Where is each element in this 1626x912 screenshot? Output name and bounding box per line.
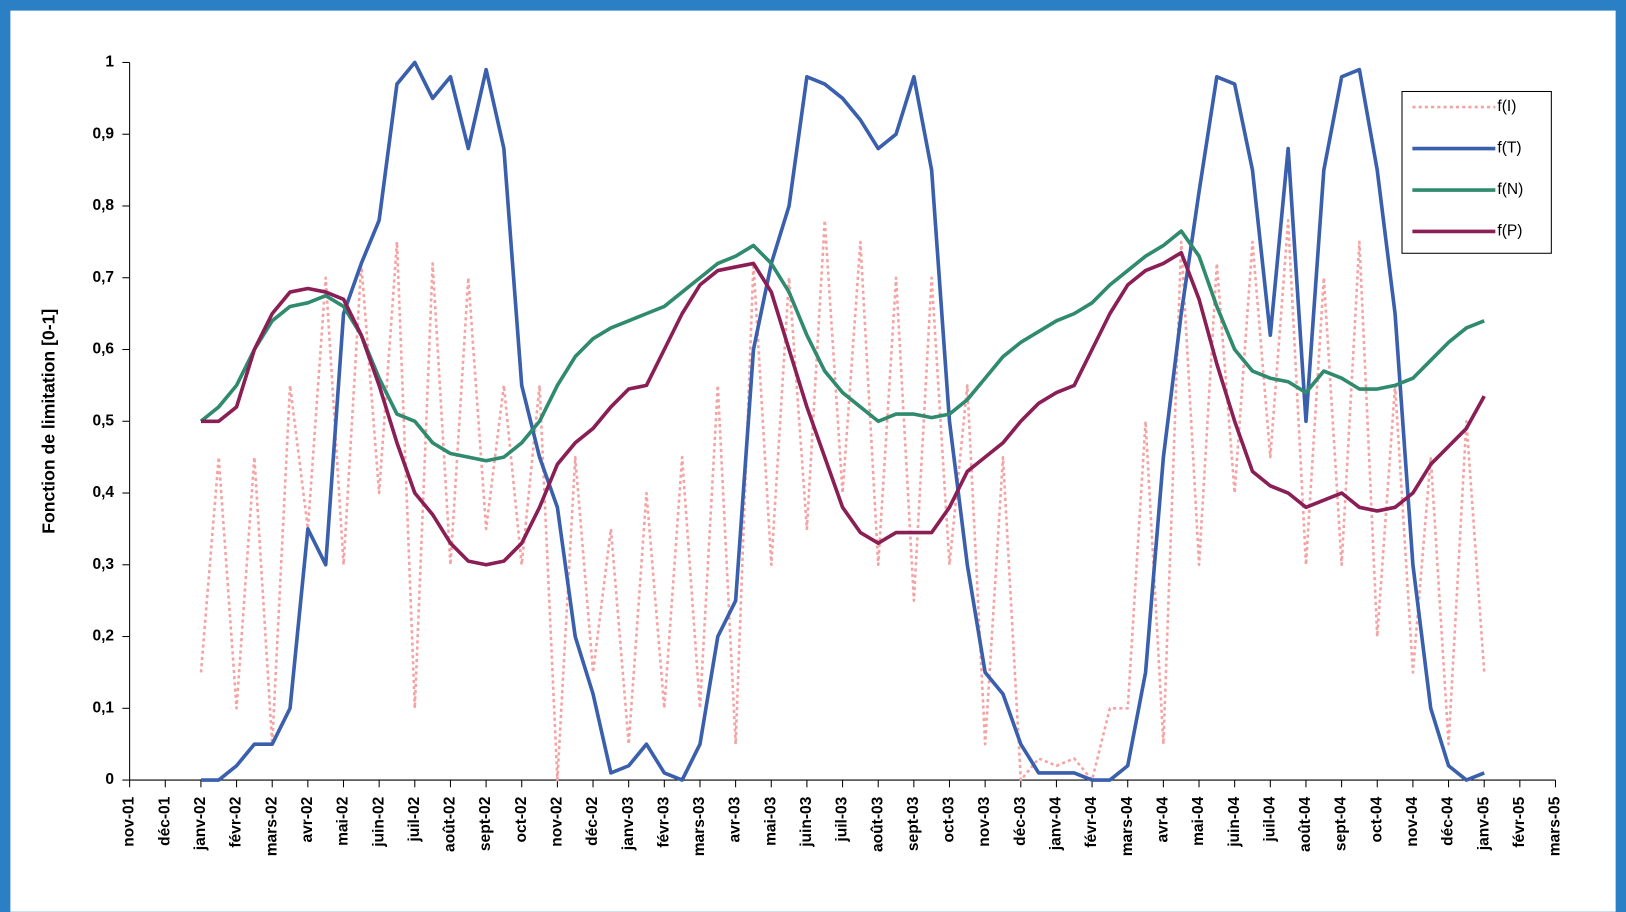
x-tick-label: janv-03 xyxy=(620,796,637,851)
legend-box xyxy=(1401,90,1552,254)
x-tick-label: août-02 xyxy=(442,796,459,852)
x-tick-label: août-04 xyxy=(1297,796,1314,852)
series-line xyxy=(199,218,1486,782)
series-line xyxy=(199,229,1485,463)
x-tick-label: déc-02 xyxy=(584,796,601,846)
x-tick-label: déc-01 xyxy=(156,796,173,846)
x-tick-label: févr-02 xyxy=(228,796,245,847)
y-tick-label: 0,3 xyxy=(92,556,114,573)
x-tick-label: déc-04 xyxy=(1440,796,1457,846)
x-tick-label: mars-02 xyxy=(263,796,280,856)
x-tick-label: mai-02 xyxy=(335,796,352,846)
x-tick-label: avr-03 xyxy=(727,796,744,842)
y-tick-label: 0,7 xyxy=(92,269,114,286)
x-tick-label: mai-03 xyxy=(762,796,779,846)
x-tick-label: févr-04 xyxy=(1083,796,1100,847)
x-tick-label: févr-05 xyxy=(1511,796,1528,847)
y-tick-label: 0,6 xyxy=(92,341,114,358)
x-tick-label: juin-02 xyxy=(370,796,387,847)
x-tick-label: mars-03 xyxy=(691,796,708,856)
y-tick-label: 0,8 xyxy=(92,197,114,214)
legend-label: f(I) xyxy=(1497,98,1516,115)
y-tick-label: 0,9 xyxy=(92,125,114,142)
x-tick-label: janv-05 xyxy=(1475,796,1492,851)
x-tick-label: nov-03 xyxy=(976,796,993,846)
x-tick-label: janv-02 xyxy=(192,796,209,851)
y-axis-label: Fonction de limitation [0-1] xyxy=(38,309,58,534)
x-tick-label: nov-02 xyxy=(548,796,565,846)
x-tick-label: mars-05 xyxy=(1547,796,1564,856)
y-tick-label: 1 xyxy=(105,54,114,71)
y-tick-label: 0,1 xyxy=(92,699,114,716)
x-tick-label: juil-03 xyxy=(834,796,851,842)
plot-background xyxy=(10,10,1616,912)
x-tick-label: mars-04 xyxy=(1119,796,1136,856)
x-tick-label: févr-03 xyxy=(655,796,672,847)
x-tick-label: juin-04 xyxy=(1226,796,1243,847)
x-tick-label: oct-03 xyxy=(941,796,958,842)
x-tick-label: sept-04 xyxy=(1333,796,1350,851)
y-tick-label: 0,2 xyxy=(92,628,114,645)
x-tick-label: août-03 xyxy=(869,796,886,852)
x-tick-label: avr-04 xyxy=(1154,796,1171,842)
series-line xyxy=(200,60,1485,782)
y-tick-label: 0,5 xyxy=(92,412,114,429)
legend-label: f(P) xyxy=(1497,223,1522,240)
x-tick-label: juil-02 xyxy=(406,796,423,842)
x-tick-label: nov-04 xyxy=(1404,796,1421,846)
x-tick-label: sept-03 xyxy=(905,796,922,851)
x-tick-label: oct-04 xyxy=(1368,796,1385,842)
x-tick-label: mai-04 xyxy=(1190,796,1207,846)
x-tick-label: avr-02 xyxy=(299,796,316,842)
x-tick-label: sept-02 xyxy=(477,796,494,851)
y-tick-label: 0 xyxy=(105,771,114,788)
x-tick-label: nov-01 xyxy=(121,796,138,846)
x-tick-label: juil-04 xyxy=(1261,796,1278,842)
legend-label: f(T) xyxy=(1497,140,1521,157)
x-tick-label: janv-04 xyxy=(1048,796,1065,851)
legend-label: f(N) xyxy=(1497,181,1523,198)
series-line xyxy=(200,250,1486,567)
x-tick-label: juin-03 xyxy=(798,796,815,847)
x-tick-label: oct-02 xyxy=(513,796,530,842)
y-tick-label: 0,4 xyxy=(92,484,114,501)
x-tick-label: déc-03 xyxy=(1012,796,1029,846)
